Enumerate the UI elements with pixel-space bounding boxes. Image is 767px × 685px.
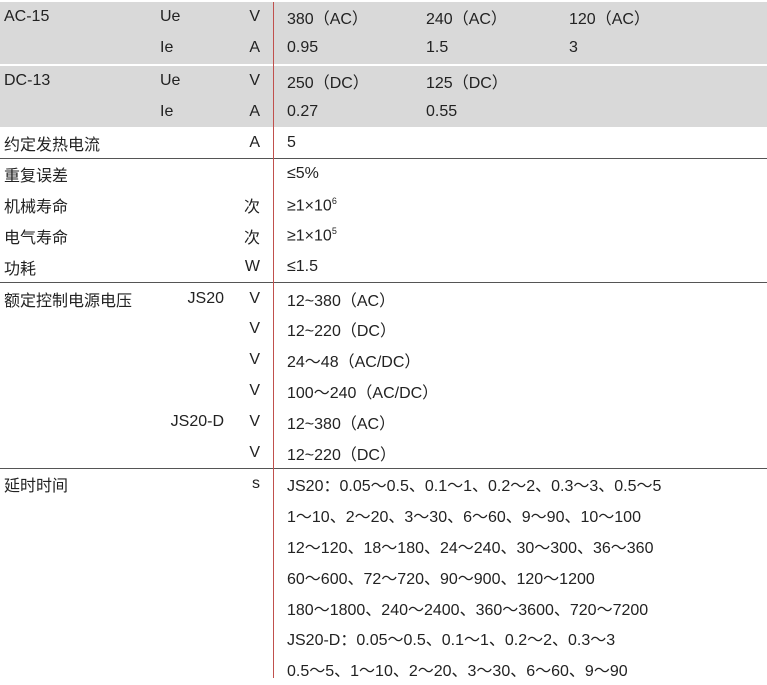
unit: V — [249, 381, 260, 399]
table-row: V 24～48（AC/DC） — [0, 345, 767, 376]
category-label: 机械寿命 — [4, 199, 69, 217]
table-row: Ie A 0.95 1.5 3 — [0, 33, 767, 64]
unit: s — [252, 475, 260, 493]
unit: V — [249, 8, 260, 26]
table-row: 延时时间 s JS20：0.05～0.5、0.1～1、0.2～2、0.3～3、0… — [0, 469, 767, 500]
unit: V — [249, 412, 260, 430]
dc13-group: DC-13 Ue V 250（DC） 125（DC） Ie A 0.27 0.5… — [0, 65, 767, 128]
unit: 次 — [243, 199, 260, 217]
value: 12～120、18～180、24～240、30～300、36～360 — [287, 539, 654, 557]
value: ≤1.5 — [287, 257, 319, 275]
value: 240（AC） — [426, 11, 507, 29]
model: JS20 — [187, 289, 224, 307]
table-row: 额定控制电源电压 JS20 V 12~380（AC） — [0, 283, 767, 314]
table-row: 1～10、2～20、3～30、6～60、9～90、10～100 — [0, 500, 767, 531]
value: 12~220（DC） — [287, 446, 396, 464]
value: 5 — [287, 133, 296, 151]
table-row: 60～600、72～720、90～900、120～1200 — [0, 561, 767, 592]
table-row: 12～120、18～180、24～240、30～300、36～360 — [0, 531, 767, 562]
table-row: 机械寿命 次 ≥1×106 — [0, 190, 767, 221]
value: 60～600、72～720、90～900、120～1200 — [287, 570, 595, 588]
value: ≤5% — [287, 165, 319, 183]
unit: V — [249, 320, 260, 338]
value: 12~380（AC） — [287, 292, 396, 310]
category-label: 约定发热电流 — [4, 136, 101, 154]
thermal-group: 约定发热电流 A 5 — [0, 127, 767, 159]
value: 12~380（AC） — [287, 415, 396, 433]
value: 3 — [569, 39, 578, 57]
category-label: 额定控制电源电压 — [4, 292, 133, 310]
value: JS20-D：0.05～0.5、0.1～1、0.2～2、0.3～3 — [287, 632, 616, 650]
unit: V — [249, 443, 260, 461]
category-label: 功耗 — [4, 260, 37, 278]
value: 380（AC） — [287, 11, 368, 29]
value: 180～1800、240～2400、360～3600、720～7200 — [287, 601, 649, 619]
table-row: AC-15 Ue V 380（AC） 240（AC） 120（AC） — [0, 2, 767, 33]
unit: A — [249, 133, 260, 151]
table-row: Ie A 0.27 0.55 — [0, 96, 767, 127]
category-label: AC-15 — [4, 8, 50, 26]
value: 250（DC） — [287, 74, 369, 92]
table-row: V 100～240（AC/DC） — [0, 376, 767, 407]
symbol: Ie — [160, 39, 174, 57]
table-row: 0.5～5、1～10、2～20、3～30、6～60、9～90 — [0, 654, 767, 685]
unit: A — [249, 102, 260, 120]
unit: V — [249, 71, 260, 89]
symbol: Ue — [160, 8, 181, 26]
table-row: V 12~220（DC） — [0, 314, 767, 345]
value: 125（DC） — [426, 74, 508, 92]
delay-group: 延时时间 s JS20：0.05～0.5、0.1～1、0.2～2、0.3～3、0… — [0, 469, 767, 685]
unit: W — [244, 257, 260, 275]
control-voltage-group: 额定控制电源电压 JS20 V 12~380（AC） V 12~220（DC） … — [0, 283, 767, 469]
value: ≥1×106 — [287, 195, 337, 214]
value: JS20：0.05～0.5、0.1～1、0.2～2、0.3～3、0.5～5 — [287, 478, 662, 496]
value: 0.55 — [426, 102, 458, 120]
misc-group: 重复误差 ≤5% 机械寿命 次 ≥1×106 电气寿命 次 ≥1×105 功耗 … — [0, 159, 767, 284]
value: 0.95 — [287, 39, 319, 57]
column-divider — [273, 2, 274, 678]
symbol: Ie — [160, 102, 174, 120]
category-label: 延时时间 — [4, 478, 69, 496]
value: 1.5 — [426, 39, 449, 57]
unit: 次 — [243, 229, 260, 247]
category-label: 电气寿命 — [4, 229, 69, 247]
value: 120（AC） — [569, 11, 650, 29]
table-row: JS20-D：0.05～0.5、0.1～1、0.2～2、0.3～3 — [0, 623, 767, 654]
category-label: 重复误差 — [4, 168, 69, 186]
table-row: V 12~220（DC） — [0, 437, 767, 468]
value: 0.5～5、1～10、2～20、3～30、6～60、9～90 — [287, 663, 628, 681]
value: 100～240（AC/DC） — [287, 384, 439, 402]
ac15-group: AC-15 Ue V 380（AC） 240（AC） 120（AC） Ie A … — [0, 2, 767, 64]
unit: V — [249, 289, 260, 307]
value: 0.27 — [287, 102, 319, 120]
value: 1～10、2～20、3～30、6～60、9～90、10～100 — [287, 509, 641, 527]
unit: A — [249, 39, 260, 57]
symbol: Ue — [160, 71, 181, 89]
table-row: 重复误差 ≤5% — [0, 159, 767, 190]
value: 12~220（DC） — [287, 323, 396, 341]
unit: V — [249, 351, 260, 369]
table-row: 功耗 W ≤1.5 — [0, 251, 767, 282]
table-row: 180～1800、240～2400、360～3600、720～7200 — [0, 592, 767, 623]
table-row: 约定发热电流 A 5 — [0, 127, 767, 158]
table-row: DC-13 Ue V 250（DC） 125（DC） — [0, 66, 767, 97]
value: ≥1×105 — [287, 226, 337, 245]
table-row: JS20-D V 12~380（AC） — [0, 406, 767, 437]
value: 24～48（AC/DC） — [287, 354, 421, 372]
category-label: DC-13 — [4, 71, 51, 89]
model: JS20-D — [170, 412, 224, 430]
table-row: 电气寿命 次 ≥1×105 — [0, 221, 767, 252]
